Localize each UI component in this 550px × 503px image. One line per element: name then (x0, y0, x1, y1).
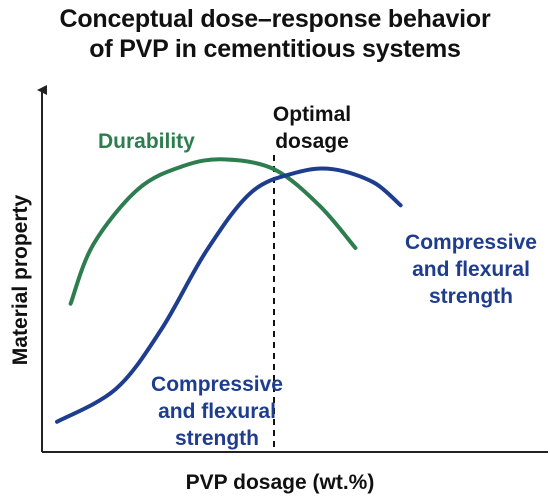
durability-label: Durability (98, 130, 195, 153)
strength-label-bottom-line-3: strength (175, 427, 259, 450)
strength-label-right-line-3: strength (429, 285, 513, 308)
strength-label-right-line-2: and flexural (412, 258, 530, 281)
chart-title-line-1: Conceptual dose–response behavior (59, 5, 491, 33)
optimal-label-line-1: Optimal (273, 103, 351, 126)
strength-curve (55, 166, 403, 424)
strength-label-bottom-line-1: Compressive (151, 373, 283, 396)
strength-label-bottom-line-2: and flexural (158, 400, 276, 423)
durability-curve (68, 157, 358, 306)
x-axis-label: PVP dosage (wt.%) (186, 471, 375, 494)
y-axis-label: Material property (9, 194, 32, 365)
optimal-label-line-2: dosage (275, 130, 349, 153)
axes (37, 85, 548, 453)
chart-title-line-2: of PVP in cementitious systems (89, 35, 461, 63)
strength-label-right-line-1: Compressive (405, 231, 537, 254)
